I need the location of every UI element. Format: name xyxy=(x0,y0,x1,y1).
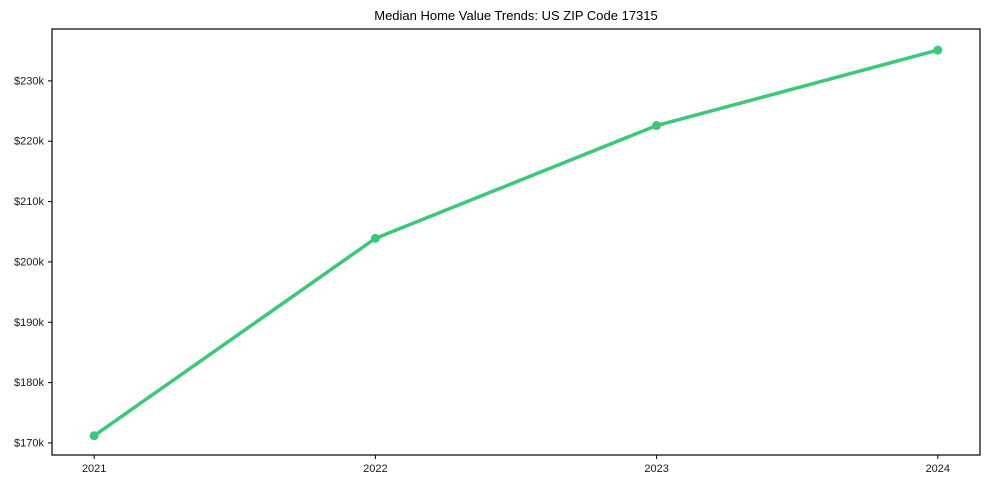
y-axis-tick-label: $180k xyxy=(14,377,44,389)
data-point-marker xyxy=(933,45,943,55)
x-axis-tick-label: 2024 xyxy=(926,463,950,475)
y-axis-tick-label: $190k xyxy=(14,317,44,329)
y-axis-tick-label: $210k xyxy=(14,196,44,208)
x-axis-tick-label: 2023 xyxy=(644,463,668,475)
data-point-marker xyxy=(652,121,662,131)
x-axis-tick-label: 2021 xyxy=(82,463,106,475)
y-axis-tick-label: $200k xyxy=(14,256,44,268)
plot-border xyxy=(51,28,981,456)
y-axis-tick-label: $220k xyxy=(14,136,44,148)
data-point-marker xyxy=(370,233,380,243)
y-axis-tick-label: $170k xyxy=(14,437,44,449)
x-axis-tick-label: 2022 xyxy=(363,463,387,475)
chart-title: Median Home Value Trends: US ZIP Code 17… xyxy=(374,8,658,23)
data-point-marker xyxy=(89,431,99,441)
y-axis-tick-label: $230k xyxy=(14,75,44,87)
trend-line xyxy=(92,48,940,438)
